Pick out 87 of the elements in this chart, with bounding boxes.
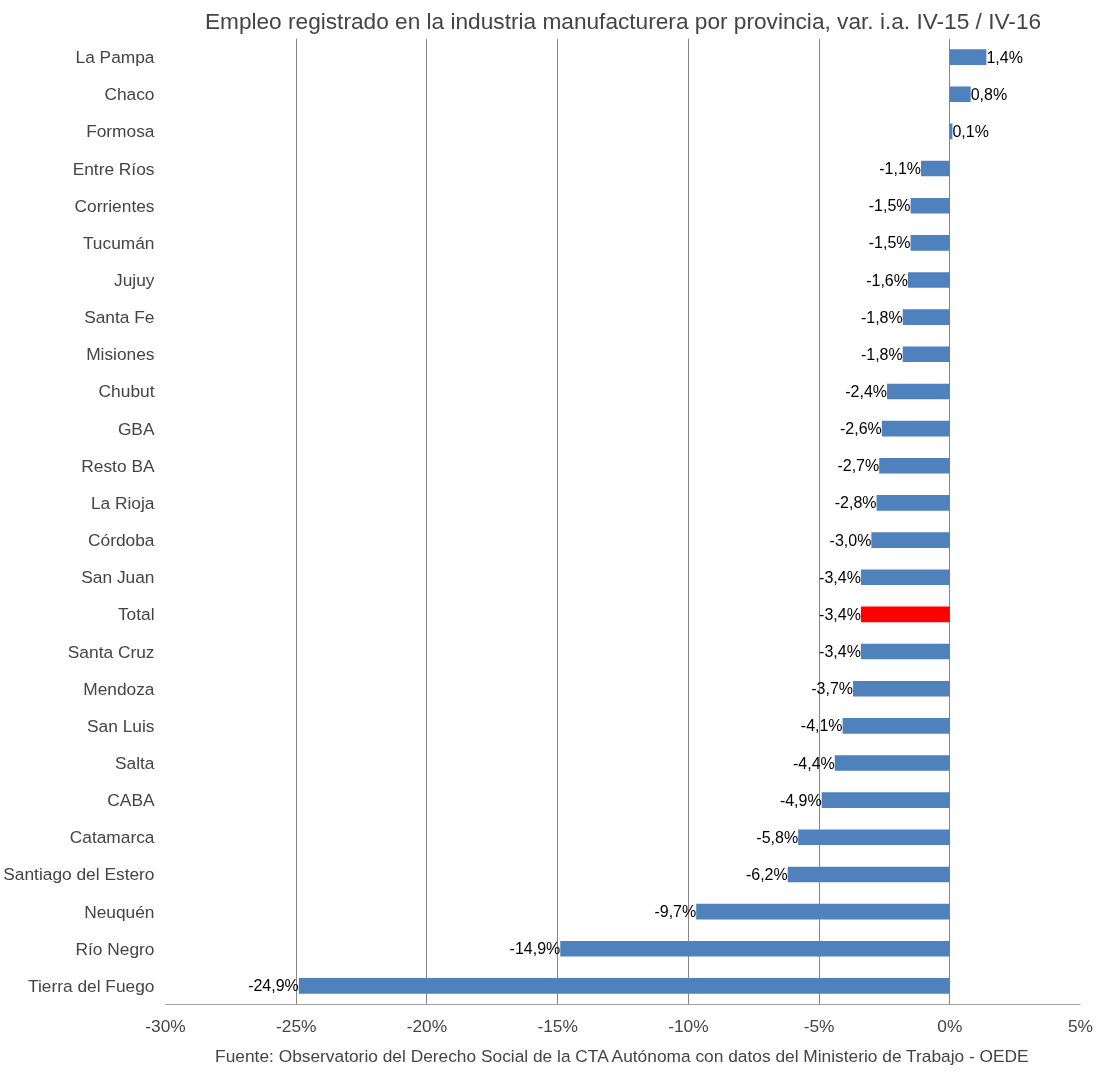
bar <box>853 680 950 697</box>
y-tick-label: Catamarca <box>69 827 155 848</box>
bar <box>902 309 950 325</box>
data-label: -24,9% <box>248 977 299 995</box>
y-tick-label: La Pampa <box>75 47 155 68</box>
y-tick-label: Tierra del Fuego <box>28 975 155 996</box>
y-tick-label: Santiago del Estero <box>3 864 155 885</box>
y-tick-label: Chaco <box>104 84 155 105</box>
data-label: 1,4% <box>986 48 1023 66</box>
data-label: 0,1% <box>952 122 989 140</box>
y-tick-label: Corrientes <box>74 195 155 216</box>
y-tick-label: Mendoza <box>83 678 155 699</box>
y-tick-label: Córdoba <box>88 530 155 551</box>
bar <box>787 866 950 883</box>
bar <box>860 643 950 660</box>
y-tick-label: La Rioja <box>90 492 155 513</box>
chart-title: Empleo registrado en la industria manufacturera por provincia, var. i.a. IV-15 / IV-16 <box>204 7 1042 34</box>
data-label: -1,8% <box>860 345 903 363</box>
bar <box>860 606 950 623</box>
bar <box>871 532 950 548</box>
y-tick-label: Santa Cruz <box>67 641 155 662</box>
bar <box>881 420 950 437</box>
bar <box>910 197 950 214</box>
data-label: -1,8% <box>860 308 903 326</box>
source-note: Fuente: Observatorio del Derecho Social de la CTA Autónoma con datos del Ministerio de Trabajo - OEDE <box>215 1045 1029 1066</box>
data-label: -4,9% <box>779 791 822 809</box>
bar <box>949 49 987 65</box>
data-label: -2,8% <box>834 494 877 512</box>
y-tick-label: Formosa <box>86 121 155 142</box>
y-tick-label: Entre Ríos <box>72 158 155 179</box>
x-tick-label: -15% <box>537 1015 578 1036</box>
y-tick-label: Resto BA <box>81 455 155 476</box>
x-tick-label: -5% <box>803 1015 835 1036</box>
bar <box>949 86 971 103</box>
x-tick-label: -30% <box>145 1015 186 1036</box>
bar <box>902 346 950 363</box>
bar <box>696 903 950 920</box>
x-tick-label: 5% <box>1067 1015 1094 1036</box>
bar <box>560 940 950 957</box>
data-label: -2,7% <box>837 457 880 475</box>
bar <box>298 978 950 994</box>
data-label: -2,4% <box>845 382 888 400</box>
data-label: -1,5% <box>868 234 911 252</box>
data-label: -5,8% <box>756 828 799 846</box>
y-tick-label: Río Negro <box>75 938 155 959</box>
y-tick-label: Salta <box>115 753 155 773</box>
data-label: -1,5% <box>868 197 911 215</box>
bar <box>921 160 950 177</box>
data-label: -3,4% <box>819 605 861 623</box>
y-tick-label: Neuquén <box>84 901 155 922</box>
y-tick-label: Tucumán <box>82 232 155 253</box>
bar <box>842 718 950 734</box>
y-tick-label: Misiones <box>86 344 155 365</box>
y-tick-label: CABA <box>107 790 155 811</box>
y-tick-label: Santa Fe <box>84 307 155 328</box>
bar <box>860 569 950 586</box>
data-label: -3,7% <box>811 680 854 698</box>
x-tick-label: 0% <box>937 1015 963 1036</box>
y-tick-label: San Juan <box>81 567 155 588</box>
data-label: -4,4% <box>792 754 835 772</box>
bar <box>907 272 950 288</box>
bar <box>798 829 950 846</box>
y-tick-label: Total <box>117 604 155 625</box>
y-tick-label: San Luis <box>87 715 155 736</box>
data-label: -1,1% <box>879 160 922 178</box>
data-label: -3,4% <box>819 643 861 661</box>
data-label: -14,9% <box>509 940 561 958</box>
data-label: -2,6% <box>840 420 882 438</box>
data-label: -1,6% <box>866 271 908 289</box>
y-tick-label: Chubut <box>98 381 155 402</box>
data-label: -6,2% <box>745 865 788 883</box>
x-tick-label: -20% <box>406 1015 448 1036</box>
x-tick-label: -25% <box>275 1015 317 1036</box>
bar <box>876 495 950 511</box>
data-label: -3,4% <box>819 568 861 586</box>
bar <box>834 755 950 771</box>
y-tick-label: GBA <box>117 418 155 439</box>
data-label: -4,1% <box>800 717 843 735</box>
bar <box>821 792 950 808</box>
data-label: -9,7% <box>654 903 697 921</box>
data-label: -3,0% <box>829 531 872 549</box>
bar <box>879 457 950 474</box>
y-tick-label: Jujuy <box>114 270 155 290</box>
x-tick-label: -10% <box>668 1015 709 1036</box>
bar <box>910 235 950 251</box>
bar <box>887 383 950 400</box>
data-label: 0,8% <box>970 85 1008 103</box>
